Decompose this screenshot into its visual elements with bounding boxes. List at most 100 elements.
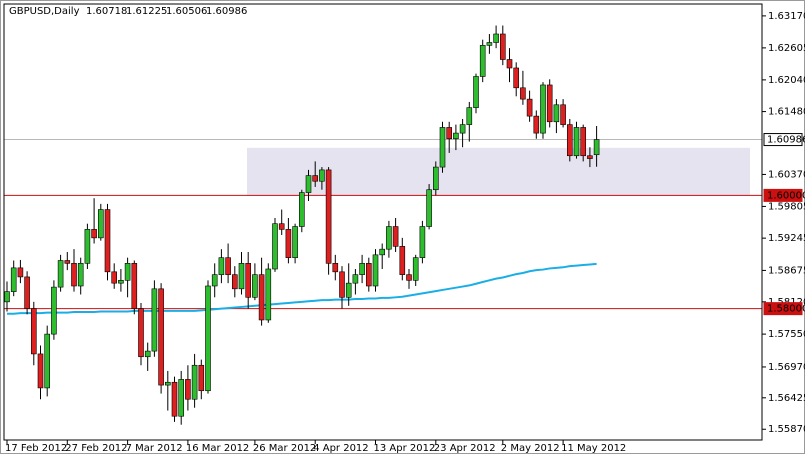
y-tick-label: 1.62605 <box>768 43 805 54</box>
x-tick-label: 13 Apr 2012 <box>374 443 436 454</box>
x-tick-label: 26 Mar 2012 <box>253 443 316 454</box>
candle-body <box>553 104 560 123</box>
candle-body <box>560 104 566 125</box>
candle-body <box>506 59 513 69</box>
candle-body <box>258 274 265 321</box>
candle-body <box>272 223 278 270</box>
candle-body <box>439 127 446 168</box>
candle-body <box>191 364 198 400</box>
candle-body <box>198 364 205 392</box>
y-tick-label: 1.61480 <box>768 107 805 118</box>
candle-body <box>24 276 30 309</box>
candle-body <box>493 33 499 43</box>
level-label-bg <box>763 302 803 316</box>
candle-body <box>10 267 17 292</box>
candle-body <box>57 260 64 288</box>
candle-body <box>312 175 319 182</box>
level-label: 1.58000 <box>767 304 805 315</box>
candle-body <box>185 379 191 400</box>
candle-body <box>104 209 111 273</box>
candle-body <box>292 226 298 258</box>
candle-body <box>399 246 406 275</box>
candle-body <box>178 379 184 417</box>
candle-body <box>319 169 325 182</box>
x-tick-label: 7 Mar 2012 <box>126 443 183 454</box>
candle-body <box>513 67 520 89</box>
candle-body <box>580 127 587 157</box>
candle-body <box>71 263 77 287</box>
candle-body <box>151 288 158 352</box>
candle-body <box>325 169 332 264</box>
level-label-bg <box>763 188 803 202</box>
candle-body <box>98 209 104 239</box>
candle-body <box>566 124 573 157</box>
candle-body <box>278 223 285 230</box>
y-tick-label: 1.57550 <box>768 329 805 340</box>
candle-body <box>573 127 580 157</box>
x-tick-label: 17 Feb 2012 <box>5 443 67 454</box>
candle-body <box>466 107 473 125</box>
candle-body <box>593 139 600 156</box>
candle-body <box>372 254 379 287</box>
ohlc-label: 1.60506 <box>166 6 207 17</box>
candle-body <box>171 381 178 417</box>
candle-body <box>37 353 44 389</box>
y-tick-label: 1.56425 <box>768 393 805 404</box>
candle-body <box>473 76 479 108</box>
candle-body <box>30 308 37 355</box>
candle-body <box>84 229 91 264</box>
candle-body <box>77 263 84 287</box>
ohlc-label: 1.60986 <box>206 6 247 17</box>
last-price-label: 1.60986 <box>767 135 805 146</box>
candle-body <box>305 175 312 193</box>
candle-body <box>486 42 493 46</box>
candle-body <box>419 226 426 258</box>
x-tick-label: 4 Apr 2012 <box>313 443 368 454</box>
candle-body <box>392 226 399 247</box>
candle-body <box>499 33 506 60</box>
candle-body <box>365 263 372 287</box>
candle-body <box>352 274 359 284</box>
candle-body <box>211 274 218 287</box>
candle-body <box>587 155 593 159</box>
candle-body <box>4 291 10 303</box>
candle-body <box>91 229 97 239</box>
candle-body <box>252 274 258 298</box>
y-tick-label: 1.60370 <box>768 169 805 180</box>
candle-body <box>540 84 546 134</box>
candle-body <box>245 263 251 298</box>
candle-body <box>298 192 305 227</box>
last-price-label-bg <box>763 133 803 147</box>
y-tick-label: 1.56970 <box>768 362 805 373</box>
x-tick-label: 23 Apr 2012 <box>434 443 496 454</box>
candle-body <box>218 257 225 275</box>
candle-body <box>131 263 138 309</box>
y-tick-label: 1.55870 <box>768 424 805 435</box>
candle-body <box>158 288 164 386</box>
plot-area <box>4 25 762 425</box>
candle-body <box>359 263 365 275</box>
candle-body <box>533 115 540 134</box>
candle-body <box>432 166 439 191</box>
y-tick-label: 1.63170 <box>768 11 805 22</box>
candle-body <box>426 189 432 227</box>
candle-body <box>124 263 131 281</box>
candle-body <box>265 268 272 321</box>
candle-body <box>526 98 533 117</box>
x-tick-label: 11 May 2012 <box>561 443 626 454</box>
candle-body <box>205 285 211 392</box>
candle-body <box>446 127 453 140</box>
plot-border <box>3 3 763 441</box>
candle-body <box>386 226 392 250</box>
candle-body <box>479 45 486 77</box>
candle-body <box>453 132 459 140</box>
candle-body <box>144 350 151 358</box>
candle-body <box>345 282 352 298</box>
candle-body <box>17 267 24 278</box>
moving-average <box>7 262 597 315</box>
candle-body <box>51 286 57 335</box>
symbol: GBPUSD,Daily <box>9 6 80 17</box>
candle-body <box>339 271 345 298</box>
